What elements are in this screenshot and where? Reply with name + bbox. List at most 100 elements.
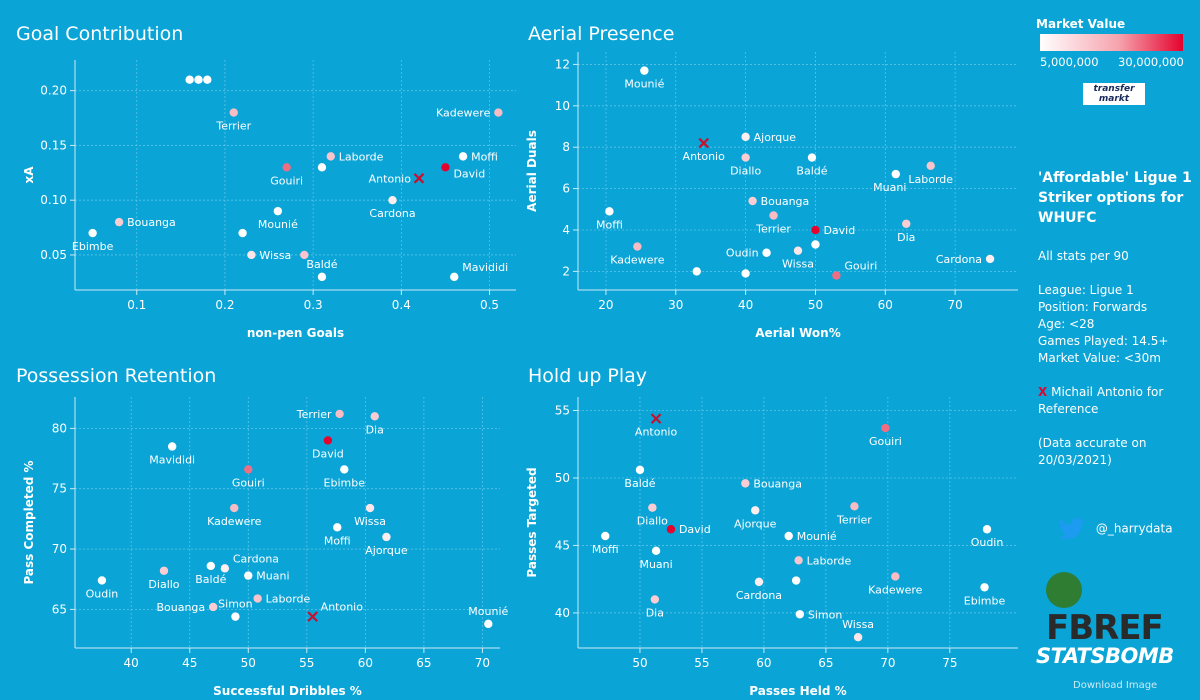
player-point[interactable]: [317, 163, 327, 172]
player-point[interactable]: [370, 412, 379, 421]
player-point[interactable]: [208, 602, 218, 612]
player-point[interactable]: [382, 532, 391, 542]
twitter-handle-row[interactable]: @_harrydata: [1058, 518, 1173, 540]
player-point[interactable]: [853, 633, 863, 642]
player-point[interactable]: [231, 612, 240, 621]
player-point[interactable]: [484, 619, 493, 629]
reference-text: Michail Antonio for Reference: [1038, 385, 1164, 416]
player-point[interactable]: [601, 531, 610, 541]
x-tick-label: 60: [878, 298, 893, 312]
player-point[interactable]: [244, 571, 253, 580]
reference-point-marker[interactable]: [650, 413, 662, 424]
player-point[interactable]: [762, 248, 771, 257]
player-label: Antonio: [369, 172, 412, 185]
player-label: Ajorque: [734, 517, 777, 530]
player-point[interactable]: [114, 217, 124, 227]
player-point[interactable]: [635, 465, 645, 475]
statsbomb-logo[interactable]: STATSBOMB: [1036, 644, 1174, 668]
player-point[interactable]: [648, 503, 657, 512]
x-axis-label: Passes Held %: [749, 684, 846, 698]
player-point[interactable]: [323, 436, 333, 445]
player-point[interactable]: [185, 75, 194, 84]
player-point[interactable]: [388, 195, 397, 205]
player-label: Mounié: [624, 78, 664, 91]
player-point[interactable]: [273, 206, 283, 216]
player-point[interactable]: [741, 132, 750, 142]
player-point[interactable]: [807, 153, 817, 162]
fbref-logo[interactable]: FBREF: [1046, 568, 1200, 648]
player-point[interactable]: [230, 503, 239, 513]
player-point[interactable]: [326, 152, 335, 161]
player-point[interactable]: [282, 163, 291, 172]
player-point[interactable]: [333, 523, 342, 532]
player-point[interactable]: [754, 577, 764, 587]
player-point[interactable]: [811, 225, 820, 235]
player-point[interactable]: [793, 246, 803, 255]
player-point[interactable]: [159, 566, 169, 575]
player-point[interactable]: [985, 254, 995, 264]
player-point[interactable]: [229, 108, 238, 117]
reference-point-marker[interactable]: [413, 173, 425, 184]
player-point[interactable]: [203, 75, 212, 84]
player-point[interactable]: [238, 228, 247, 238]
player-point[interactable]: [206, 561, 216, 571]
player-point[interactable]: [811, 240, 820, 249]
player-point[interactable]: [194, 75, 203, 84]
player-point[interactable]: [458, 152, 468, 161]
player-point[interactable]: [850, 502, 859, 511]
player-point[interactable]: [640, 66, 649, 75]
player-point[interactable]: [244, 465, 253, 474]
player-label: Dia: [366, 423, 384, 436]
y-tick-label: 12: [555, 57, 570, 71]
player-point[interactable]: [902, 219, 911, 228]
player-point[interactable]: [741, 269, 750, 278]
chart-title: Goal Contribution: [16, 23, 183, 45]
player-point[interactable]: [795, 610, 805, 619]
player-point[interactable]: [335, 409, 344, 419]
player-point[interactable]: [982, 525, 992, 534]
transfermarkt-logo[interactable]: transfer markt: [1083, 83, 1145, 105]
y-tick-label: 4: [562, 223, 570, 237]
reference-note: X Michail Antonio for Reference: [1038, 384, 1198, 418]
player-point[interactable]: [317, 272, 327, 282]
player-point[interactable]: [741, 153, 750, 162]
player-point[interactable]: [751, 506, 760, 515]
player-point[interactable]: [247, 250, 256, 260]
player-label: Wissa: [354, 515, 386, 528]
player-point[interactable]: [748, 196, 757, 206]
player-point[interactable]: [832, 271, 841, 280]
player-point[interactable]: [97, 576, 107, 585]
player-point[interactable]: [300, 250, 309, 260]
player-point[interactable]: [980, 583, 989, 592]
download-image-link[interactable]: Download Image: [1073, 680, 1158, 691]
player-point[interactable]: [891, 169, 900, 179]
player-point[interactable]: [650, 595, 660, 604]
player-point[interactable]: [605, 207, 614, 216]
player-point[interactable]: [791, 576, 801, 585]
player-point[interactable]: [340, 465, 349, 474]
player-point[interactable]: [891, 572, 900, 581]
player-point[interactable]: [441, 163, 450, 172]
player-point[interactable]: [741, 479, 750, 488]
player-point[interactable]: [926, 161, 935, 171]
player-point[interactable]: [769, 211, 778, 220]
player-point[interactable]: [450, 272, 459, 282]
player-point[interactable]: [88, 228, 97, 238]
player-point[interactable]: [794, 556, 803, 565]
player-point[interactable]: [881, 423, 890, 433]
player-point[interactable]: [494, 108, 503, 117]
player-point[interactable]: [633, 242, 642, 251]
player-point[interactable]: [692, 267, 701, 276]
player-point[interactable]: [253, 594, 262, 603]
reference-point-marker[interactable]: [307, 611, 318, 622]
player-point[interactable]: [666, 525, 676, 534]
player-point[interactable]: [220, 564, 230, 573]
x-axis-label: non-pen Goals: [247, 326, 344, 340]
x-tick-label: 45: [182, 656, 197, 670]
player-point[interactable]: [651, 546, 661, 556]
player-point[interactable]: [365, 503, 375, 513]
player-point[interactable]: [784, 531, 793, 541]
reference-point-marker[interactable]: [698, 137, 709, 149]
player-point[interactable]: [167, 442, 177, 451]
y-axis-label: Pass Completed %: [22, 460, 36, 584]
